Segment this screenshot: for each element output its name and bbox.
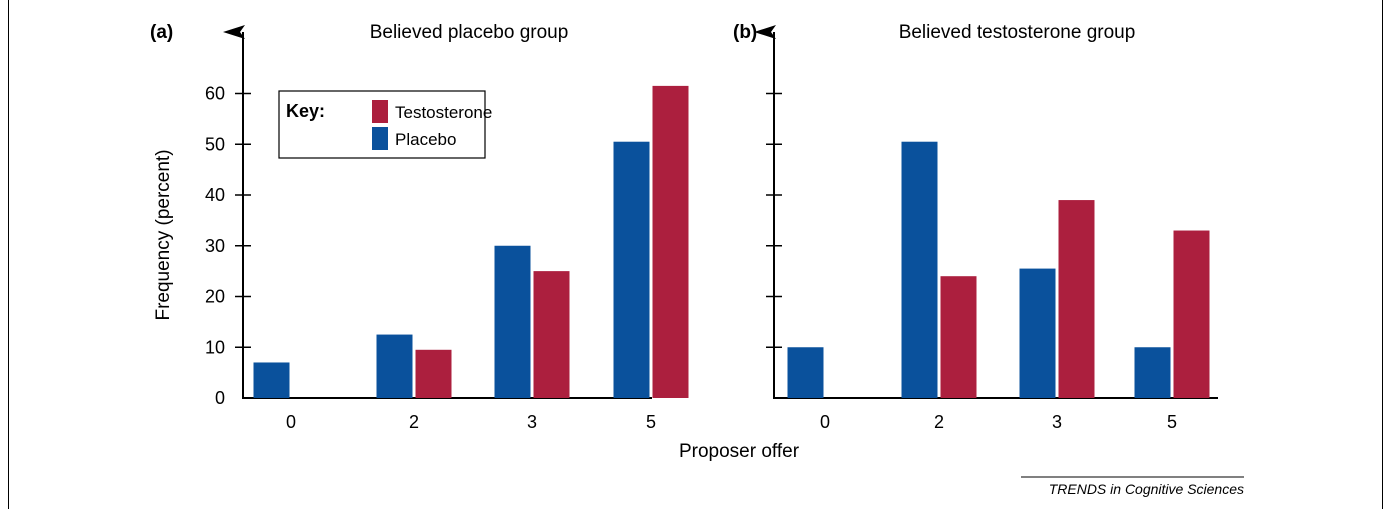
panel-b-bar-testosterone-3 bbox=[1058, 200, 1095, 398]
panel-b-x-tick-label: 0 bbox=[820, 412, 830, 432]
panel-b-bar-testosterone-5 bbox=[1173, 230, 1210, 398]
x-axis-label: Proposer offer bbox=[679, 441, 800, 462]
panel-a-y-tick-label: 60 bbox=[205, 84, 225, 104]
source-credit: TRENDS in Cognitive Sciences bbox=[1049, 481, 1244, 497]
panel-a-title: Believed placebo group bbox=[370, 22, 569, 43]
panel-b-bar-placebo-3 bbox=[1019, 268, 1056, 398]
panel-a-x-tick-label: 0 bbox=[286, 412, 296, 432]
legend: Key: Testosterone Placebo bbox=[278, 90, 492, 159]
panel-b-title: Believed testosterone group bbox=[899, 22, 1136, 43]
panel-a-bar-placebo-2 bbox=[376, 334, 413, 398]
panel-a-y-tick-label: 10 bbox=[205, 337, 225, 357]
legend-key-label: Key: bbox=[286, 101, 325, 121]
panel-b-x-tick-label: 3 bbox=[1052, 412, 1062, 432]
y-axis-label: Frequency (percent) bbox=[153, 149, 174, 320]
panel-b-bar-placebo-5 bbox=[1134, 347, 1171, 398]
panel-a-y-tick-label: 50 bbox=[205, 134, 225, 154]
panel-a-bar-placebo-0 bbox=[253, 362, 290, 398]
panel-b-x-tick-label: 5 bbox=[1167, 412, 1177, 432]
panel-b-bar-placebo-2 bbox=[901, 141, 938, 398]
panel-a-bar-placebo-5 bbox=[613, 141, 650, 398]
legend-item-testosterone: Testosterone bbox=[395, 103, 492, 122]
panel-a-bar-testosterone-2 bbox=[415, 349, 452, 398]
panel-b-bar-testosterone-2 bbox=[940, 276, 977, 398]
legend-swatch-testosterone bbox=[372, 100, 388, 123]
panel-b-bar-placebo-0 bbox=[787, 347, 824, 398]
panel-b-x-tick-label: 2 bbox=[934, 412, 944, 432]
panel-a-bar-placebo-3 bbox=[494, 245, 531, 398]
panel-a-x-tick-label: 3 bbox=[527, 412, 537, 432]
panel-a-bar-testosterone-3 bbox=[533, 271, 570, 398]
panel-a-x-tick-label: 5 bbox=[646, 412, 656, 432]
panel-b-label: (b) bbox=[733, 22, 757, 43]
figure-frame bbox=[8, 0, 1383, 509]
panel-a-x-tick-label: 2 bbox=[409, 412, 419, 432]
panel-a-y-tick-label: 40 bbox=[205, 185, 225, 205]
panel-a-label: (a) bbox=[150, 22, 173, 43]
panel-a-y-tick-label: 30 bbox=[205, 236, 225, 256]
panel-a-y-tick-label: 0 bbox=[215, 388, 225, 408]
panel-a-bar-testosterone-5 bbox=[652, 85, 689, 398]
panel-a-y-tick-label: 20 bbox=[205, 287, 225, 307]
legend-item-placebo: Placebo bbox=[395, 130, 456, 149]
legend-swatch-placebo bbox=[372, 127, 388, 150]
